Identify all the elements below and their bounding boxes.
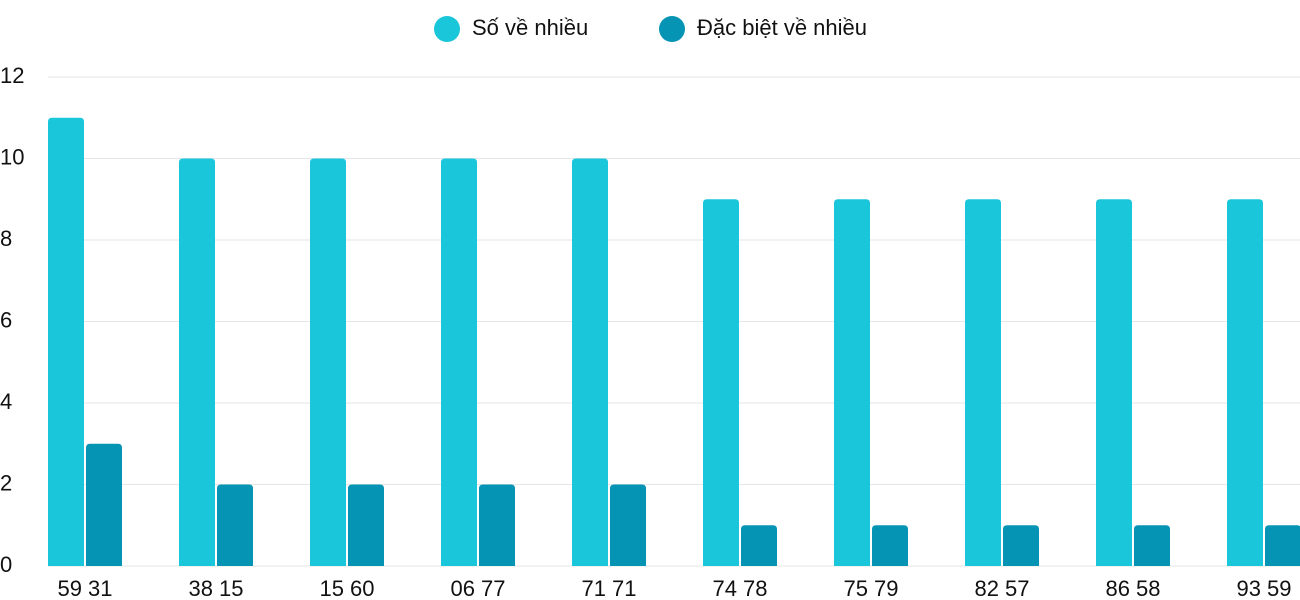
bar [703, 199, 739, 566]
x-tick-label: 93 59 [1236, 576, 1291, 600]
bar [479, 484, 515, 566]
bar [741, 525, 777, 566]
x-tick-label: 82 57 [974, 576, 1029, 600]
legend-marker [659, 16, 685, 42]
legend-marker [434, 16, 460, 42]
x-tick-label: 86 58 [1105, 576, 1160, 600]
bar [441, 158, 477, 566]
bar [965, 199, 1001, 566]
legend-label: Đặc biệt về nhiều [697, 15, 867, 40]
x-tick-label: 38 15 [188, 576, 243, 600]
x-tick-label: 71 71 [581, 576, 636, 600]
bar [217, 484, 253, 566]
y-tick-label: 10 [0, 144, 24, 169]
y-tick-label: 12 [0, 63, 24, 88]
bar [348, 484, 384, 566]
bar [610, 484, 646, 566]
bar [1134, 525, 1170, 566]
y-tick-label: 0 [0, 552, 12, 577]
bar [834, 199, 870, 566]
bar [572, 158, 608, 566]
y-tick-label: 2 [0, 470, 12, 495]
bar [310, 158, 346, 566]
bar [1096, 199, 1132, 566]
x-tick-label: 75 79 [843, 576, 898, 600]
x-tick-label: 06 77 [450, 576, 505, 600]
y-tick-label: 4 [0, 389, 12, 414]
y-tick-label: 6 [0, 307, 12, 332]
x-tick-label: 59 31 [57, 576, 112, 600]
legend-label: Số về nhiều [472, 15, 588, 40]
bar [872, 525, 908, 566]
bar [179, 158, 215, 566]
x-tick-label: 74 78 [712, 576, 767, 600]
bar [86, 443, 122, 566]
x-tick-label: 15 60 [319, 576, 374, 600]
bar [1265, 525, 1300, 566]
y-tick-label: 8 [0, 226, 12, 251]
bar [1227, 199, 1263, 566]
bar [48, 117, 84, 566]
bar [1003, 525, 1039, 566]
